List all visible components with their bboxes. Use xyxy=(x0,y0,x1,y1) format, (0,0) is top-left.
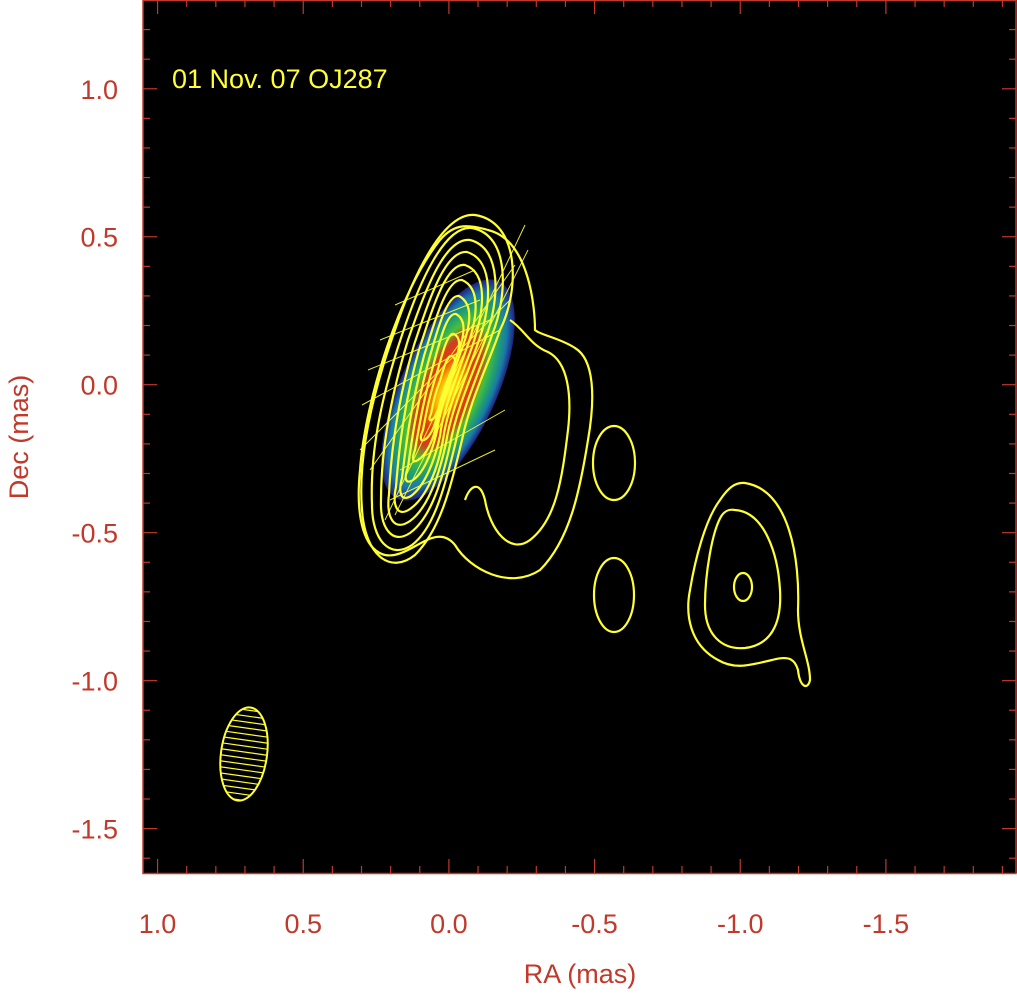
y-tick-label: 0.5 xyxy=(80,223,118,253)
y-tick-label: -1.5 xyxy=(71,815,118,845)
plot-area xyxy=(143,0,1017,873)
axes-frame xyxy=(142,0,1017,875)
axes: 1.0 0.5 0.0 -0.5 -1.0 -1.5 1.0 0.5 0.0 -0.5 -1.0 -1… xyxy=(71,0,1017,939)
y-axis-title: Dec (mas) xyxy=(4,375,34,500)
jet-contours xyxy=(357,225,594,580)
x-tick-label: -1.5 xyxy=(863,909,910,939)
x-tick-label: 0.5 xyxy=(284,909,322,939)
y-tick-label: -1.0 xyxy=(71,667,118,697)
x-tick-label: -1.0 xyxy=(717,909,764,939)
knot-contour-1 xyxy=(591,424,637,502)
y-tick-label: 1.0 xyxy=(80,75,118,105)
y-tick-label: 0.0 xyxy=(80,371,118,401)
knot-contour-2 xyxy=(592,556,636,634)
x-tick-label: -0.5 xyxy=(571,909,618,939)
map-annotation: 01 Nov. 07 OJ287 xyxy=(172,64,388,94)
knot-contour-3 xyxy=(687,481,812,688)
x-axis-title: RA (mas) xyxy=(524,959,637,989)
x-tick-label: 1.0 xyxy=(139,909,177,939)
core-contours xyxy=(360,213,514,564)
x-tick-label: 0.0 xyxy=(430,909,468,939)
y-tick-label: -0.5 xyxy=(71,519,118,549)
